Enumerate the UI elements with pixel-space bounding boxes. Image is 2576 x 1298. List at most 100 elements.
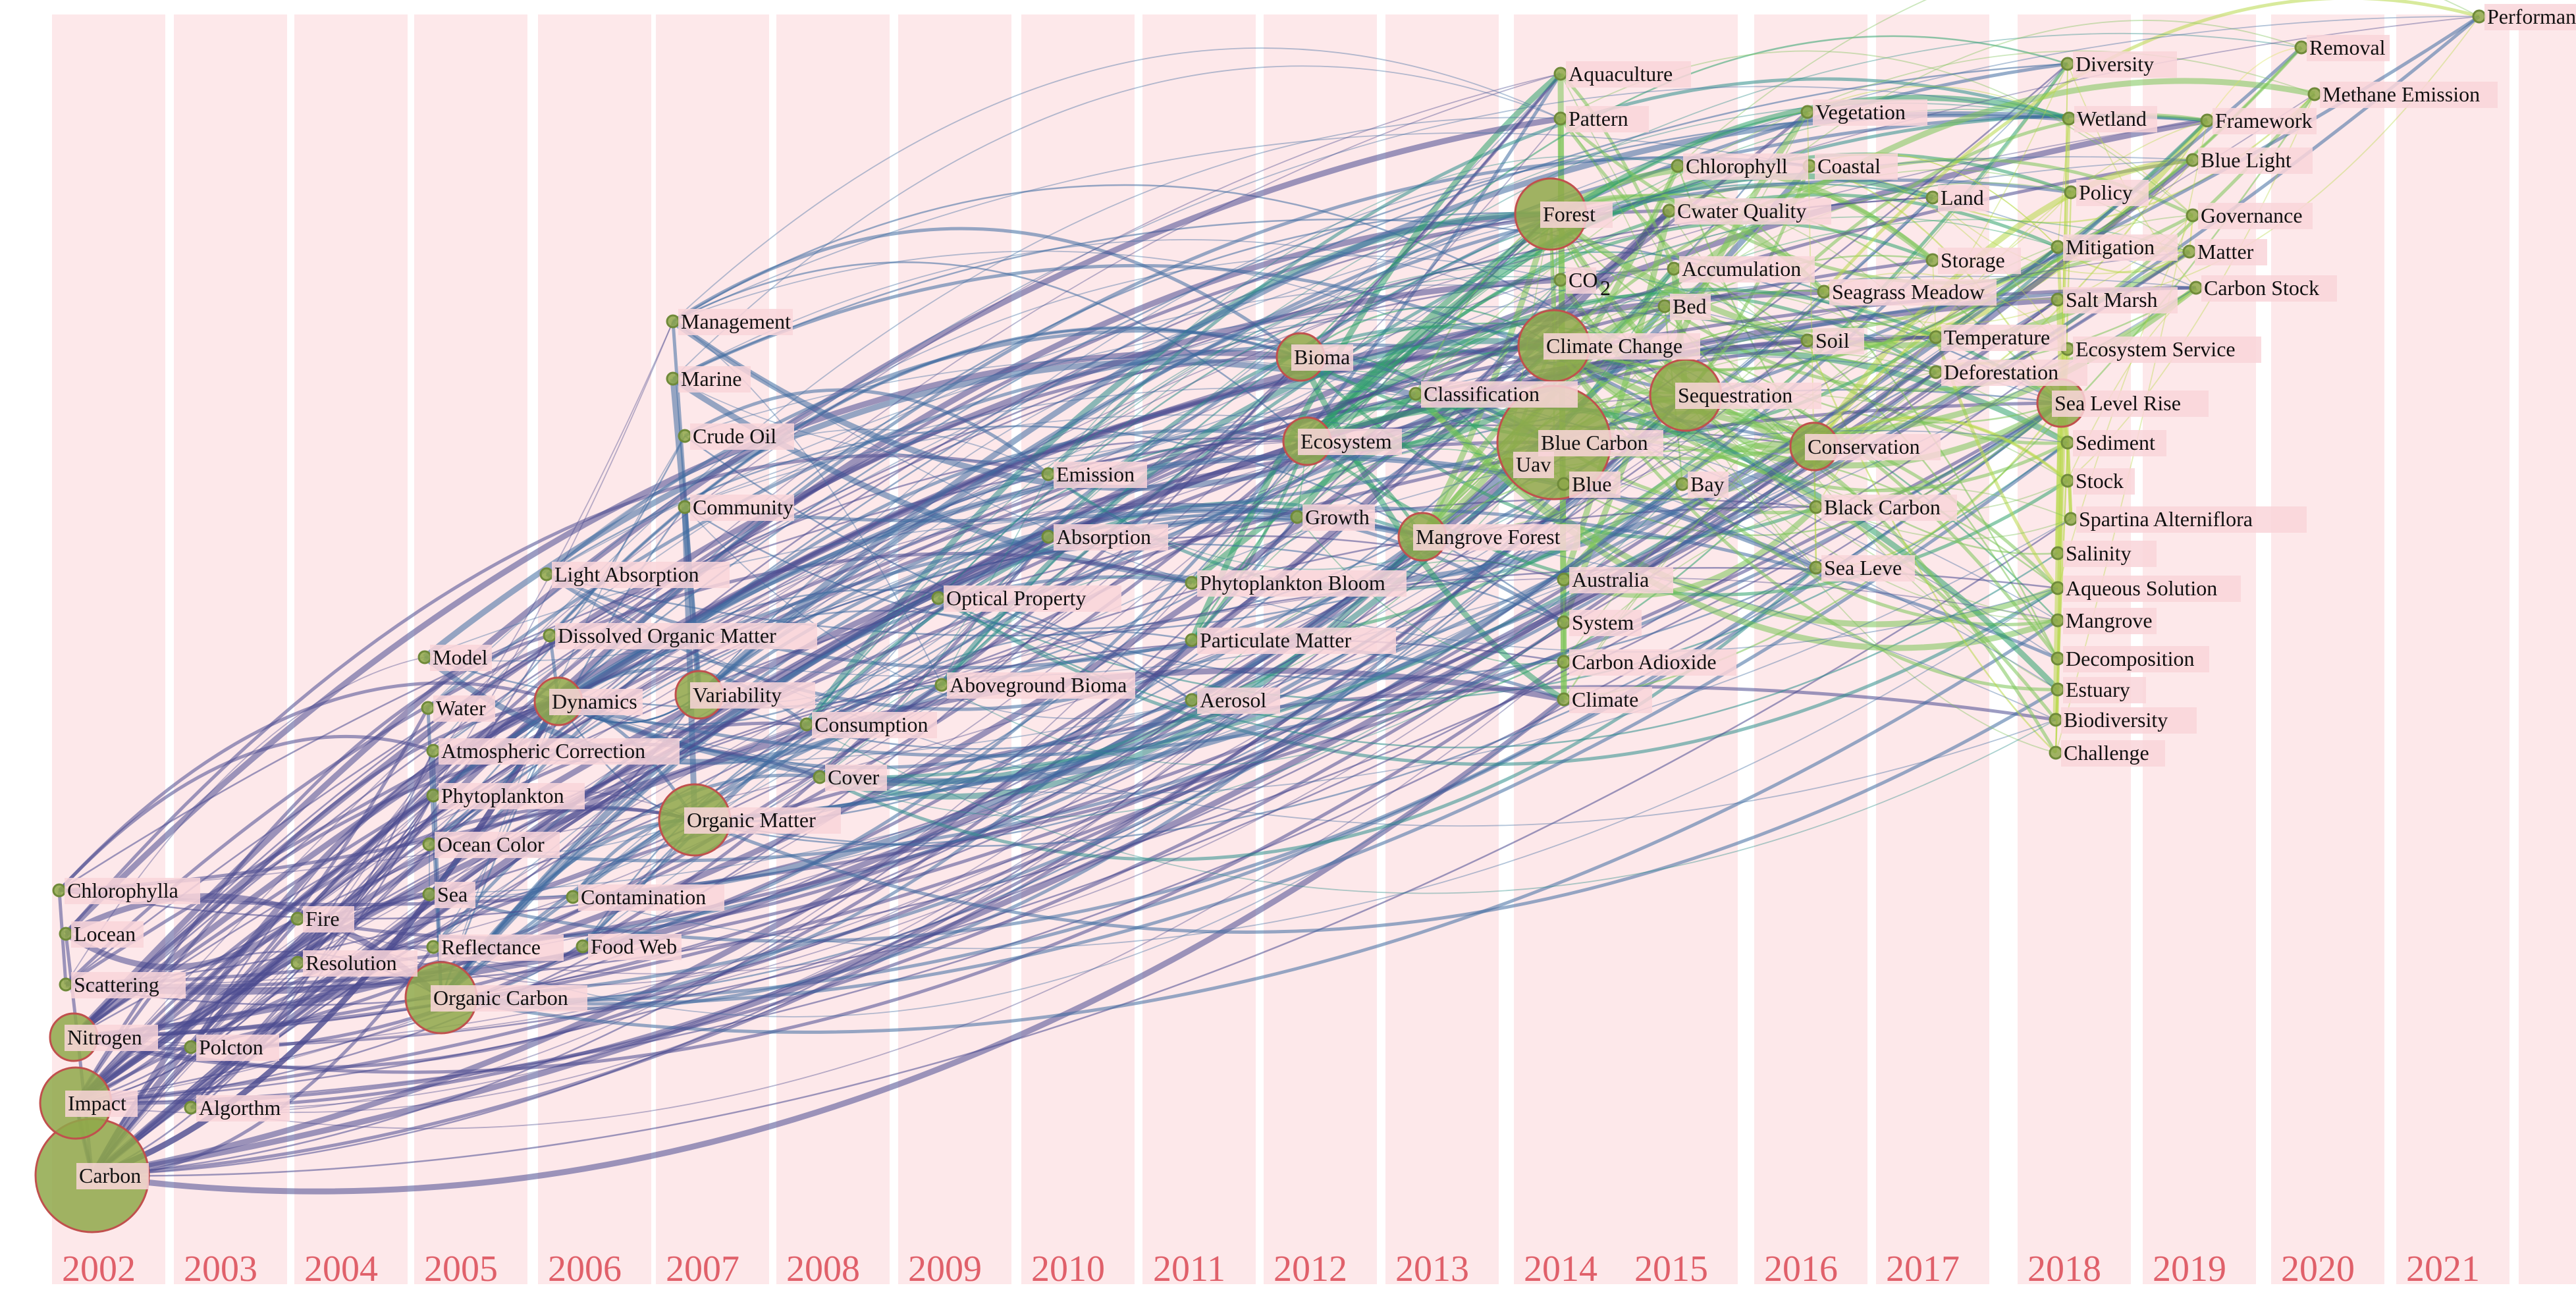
keyword-node-climate [1557,692,1571,707]
year-label-2006: 2006 [548,1249,622,1289]
keyword-label-bg [1413,524,1580,551]
year-label-2007: 2007 [666,1249,739,1289]
keyword-label-seagrass-meadow: Seagrass Meadow [1832,280,1985,304]
keyword-node-framework [2200,113,2214,128]
keyword-label-climate: Climate [1572,688,1638,711]
keyword-label-bg [1829,279,1997,306]
keyword-label-bg [65,1091,138,1117]
keyword-node-deforestation [1929,365,1943,379]
keyword-node-light-absorption [539,567,554,581]
co-occurrence-link [1685,394,2072,539]
co-occurrence-link [297,321,674,919]
keyword-label-australia: Australia [1572,568,1649,591]
keyword-node-salt-marsh [2051,292,2065,307]
year-label-2011: 2011 [1153,1249,1225,1289]
year-band-2021 [2396,14,2509,1284]
co-occurrence-link [684,86,2070,508]
co-occurrence-link [572,159,2193,898]
co-occurrence-link [699,156,1810,695]
co-occurrence-link [1823,0,2480,293]
co-occurrence-link [672,261,1308,442]
keyword-label-bg [549,689,643,715]
keyword-node-optical-property [931,591,946,605]
co-occurrence-link [441,441,2069,1006]
keyword-label-bg [303,950,417,977]
keyword-label-carbon-stock: Carbon Stock [2204,276,2319,300]
co2-subscript: 2 [1600,276,1611,300]
keyword-label-ocean-color: Ocean Color [437,832,545,856]
keyword-label-aqueous-solution: Aqueous Solution [2066,576,2217,600]
co-occurrence-link [819,473,1049,778]
keyword-node-australia [1557,572,1571,587]
keyword-label-bg [588,934,682,960]
keyword-label-vegetation: Vegetation [1815,100,1906,124]
year-label-2016: 2016 [1764,1249,1838,1289]
keyword-node-matter [2182,244,2197,259]
keyword-label-bg [196,1035,279,1061]
keyword-label-bg [2198,148,2313,174]
keyword-node-scattering [59,977,73,992]
year-label-2010: 2010 [1031,1249,1105,1289]
keyword-node-carbon-stock [2189,281,2203,295]
keyword-label-emission: Emission [1056,462,1135,486]
keyword-node-removal [2294,40,2309,55]
keyword-node-particulate-matter [1185,633,1199,647]
co-occurrence-link [558,456,1817,702]
keyword-label-stock: Stock [2076,469,2124,493]
keyword-nodes [34,9,2486,1233]
keyword-label-climate-change: Climate Change [1546,334,1682,358]
co-occurrence-link [1048,265,1808,475]
keyword-label-bg [439,738,680,765]
keyword-label-bg [439,783,585,809]
keyword-node-aquaculture [1553,67,1568,81]
keyword-node-mitigation [2051,240,2065,254]
keyword-label-performance: Performance [2487,5,2576,28]
co-occurrence-link [71,277,1561,1040]
co-occurrence-link [190,661,1565,1129]
co-occurrence-link [427,255,1561,709]
co-occurrence-link [672,213,1551,462]
keyword-label-diversity: Diversity [2076,52,2154,76]
keyword-label-bg [65,1025,158,1051]
keyword-label-bg [2052,391,2209,417]
keyword-label-bg [1813,99,1927,126]
keyword-label-reflectance: Reflectance [441,935,541,959]
co-occurrence-link [75,445,1815,1105]
keyword-label-accumulation: Accumulation [1682,257,1801,281]
keyword-node-contamination [566,890,580,904]
keyword-label-carbon-adioxide: Carbon Adioxide [1572,650,1717,674]
year-label-2002: 2002 [62,1249,136,1289]
keyword-node-sea [422,887,437,902]
keyword-label-bg [2073,51,2177,78]
co-occurrence-link [672,263,1817,509]
keyword-node-polcton [184,1040,198,1054]
year-label-2012: 2012 [1274,1249,1347,1289]
co-occurrence-link [1673,267,2059,659]
co-occurrence-link [65,454,1049,935]
year-label-2005: 2005 [424,1249,498,1289]
keyword-label-spartina-alterniflora: Spartina Alterniflora [2079,507,2253,531]
keyword-node-fire [290,911,305,926]
keyword-label-bg [1566,106,1649,132]
keyword-node-cwater-quality [1662,203,1677,218]
keyword-node-blue-light [2186,153,2200,167]
year-label-2015: 2015 [1634,1249,1708,1289]
keyword-label-bg [1291,344,1353,371]
co-occurrence-link [90,698,560,1177]
keyword-label-conservation: Conservation [1808,435,1920,458]
keyword-label-bg [1569,649,1736,676]
keyword-node-dissolved-organic-matter [543,628,557,643]
keyword-label-bg [578,884,724,911]
keyword-label-bg [1941,325,2066,351]
keyword-node-algorthm [184,1100,198,1115]
year-label-2017: 2017 [1886,1249,1960,1289]
co-occurrence-link [297,622,1565,975]
keyword-label-sea-level-rise: Sea Level Rise [2054,391,2181,415]
co-occurrence-link [1550,213,2058,621]
keyword-label-bg [2307,35,2390,61]
keyword-node-diversity [2060,57,2075,71]
keyword-node-methane-emission [2307,87,2322,101]
year-label-2009: 2009 [908,1249,982,1289]
keyword-node-bed [1657,299,1672,313]
co-occurrence-link [941,622,1565,766]
